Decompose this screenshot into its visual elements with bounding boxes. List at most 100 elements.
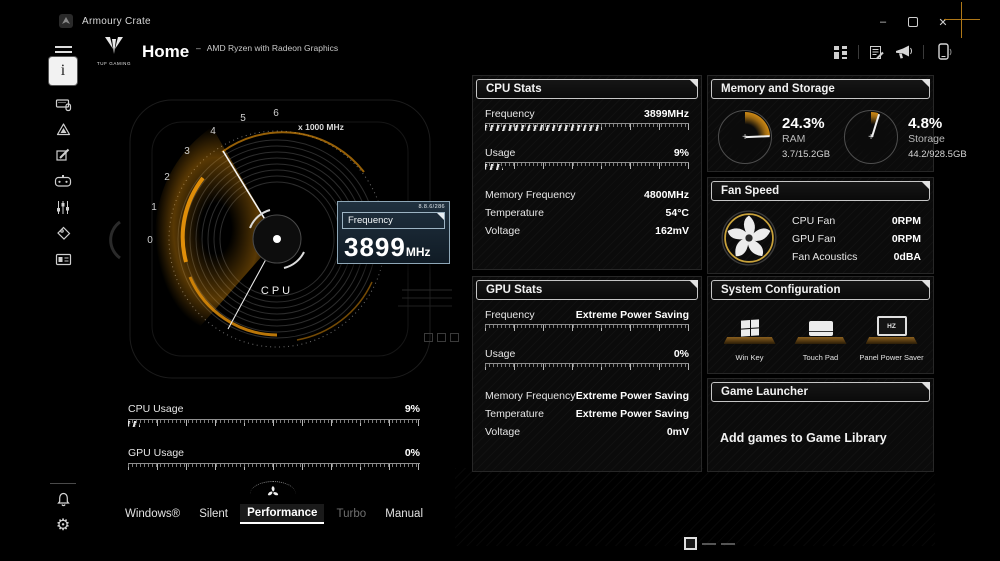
device-name: AMD Ryzen with Radeon Graphics (206, 43, 339, 53)
touch-pad-toggle[interactable]: Touch Pad (785, 310, 856, 362)
tab-windows[interactable]: Windows® (125, 508, 181, 520)
stat-label: Frequency (485, 108, 535, 120)
header-actions (832, 42, 953, 62)
minimize-button[interactable]: – (868, 13, 898, 31)
notifications-button[interactable] (48, 486, 78, 512)
gauge-unit-label: x 1000 MHz (298, 122, 344, 132)
stat-value: 54°C (665, 207, 689, 219)
win-key-label: Win Key (735, 353, 764, 362)
stat-label: Memory Frequency (485, 189, 576, 201)
stat-value: 9% (673, 147, 689, 159)
sidebar-item-home[interactable]: i (48, 57, 78, 85)
gpu-usage-panel-meter (485, 363, 689, 373)
tooltip-code: 8.8.6/286 (418, 204, 445, 210)
sidebar-item-deals[interactable] (48, 220, 78, 246)
stat-label: Voltage (485, 225, 521, 237)
app-title: Armoury Crate (82, 15, 151, 27)
tab-performance[interactable]: Performance (240, 504, 325, 524)
svg-text:2: 2 (164, 172, 170, 183)
info-icon: i (49, 57, 77, 85)
tab-turbo[interactable]: Turbo (336, 508, 367, 520)
bottom-slider-decoration[interactable] (684, 537, 735, 550)
ram-gauge: + (718, 110, 772, 164)
stat-value: 0mV (666, 426, 689, 438)
info-glyph: i (60, 62, 66, 79)
storage-label: Storage (908, 132, 945, 145)
bell-icon (56, 492, 70, 506)
megaphone-icon[interactable] (894, 44, 914, 61)
gpu-stats-header[interactable]: GPU Stats (476, 280, 698, 300)
pedestal-decoration (723, 337, 776, 344)
cpu-stats-panel: CPU Stats Frequency 3899MHz Usage 9% Memor… (472, 75, 702, 270)
news-icon[interactable] (868, 44, 885, 61)
sidebar-item-user-center[interactable] (48, 246, 78, 272)
tuf-brand-label: TUF GAMING (96, 61, 132, 66)
stat-value: 0dBA (893, 251, 921, 263)
svg-text:0: 0 (147, 235, 153, 246)
mobile-link-icon[interactable] (933, 42, 953, 62)
stat-value: 0RPM (891, 233, 921, 245)
fan-speed-header[interactable]: Fan Speed (711, 181, 930, 201)
win-key-toggle[interactable]: Win Key (714, 310, 785, 362)
stat-label: CPU Fan (792, 215, 836, 227)
cpu-usage-value: 9% (404, 403, 420, 415)
app-logo-icon (59, 14, 73, 28)
stat-label: Usage (485, 348, 516, 360)
stat-value: 0RPM (891, 215, 921, 227)
feature-grid-icon[interactable] (832, 44, 849, 61)
storage-gauge: + (844, 110, 899, 164)
stat-label: Frequency (485, 309, 535, 321)
storage-percent: 4.8% (908, 114, 943, 132)
system-configuration-panel: System Configuration Win Key Touch Pad H… (707, 276, 934, 374)
settings-button[interactable]: ⚙ (48, 512, 78, 538)
monitor-hz-icon: HZ (876, 316, 907, 336)
device-subtitle-row: – AMD Ryzen with Radeon Graphics (196, 43, 338, 53)
gpu-stats-panel: GPU Stats Frequency Extreme Power Saving … (472, 276, 702, 472)
svg-text:1: 1 (151, 202, 157, 213)
ram-detail: 3.7/15.2GB (782, 148, 831, 160)
cpu-stats-header[interactable]: CPU Stats (476, 79, 698, 99)
sidebar-item-macro[interactable] (48, 142, 78, 168)
close-button[interactable]: ✕ (928, 13, 958, 31)
memory-storage-header[interactable]: Memory and Storage (711, 79, 930, 99)
sidebar-item-game-library[interactable] (48, 168, 78, 194)
sidebar-item-devices[interactable] (48, 90, 78, 116)
ram-percent: 24.3% (782, 114, 825, 132)
storage-gauge-group: + 4.8% Storage 44.2/928.5GB (844, 110, 967, 164)
panel-power-saver-label: Panel Power Saver (859, 353, 924, 362)
sidebar-divider (50, 483, 76, 484)
game-launcher-empty-text: Add games to Game Library (720, 431, 887, 445)
sidebar-item-aura-sync[interactable] (48, 116, 78, 142)
stat-value: Extreme Power Saving (575, 390, 689, 402)
svg-text:5: 5 (240, 113, 246, 124)
touchpad-icon (808, 321, 833, 336)
restore-button[interactable] (898, 13, 928, 31)
gear-icon: ⚙ (55, 517, 71, 534)
svg-text:4: 4 (210, 126, 216, 137)
game-launcher-header[interactable]: Game Launcher (711, 382, 930, 402)
system-configuration-header[interactable]: System Configuration (711, 280, 930, 300)
svg-text:3: 3 (184, 146, 190, 157)
tab-silent[interactable]: Silent (199, 508, 229, 520)
storage-detail: 44.2/928.5GB (908, 148, 967, 160)
tab-manual[interactable]: Manual (385, 508, 423, 520)
stat-value: 162mV (655, 225, 689, 237)
gauge-center-label: CPU (261, 285, 293, 297)
cpu-usage-label: CPU Usage (128, 403, 184, 415)
window-controls: – ✕ (868, 13, 958, 31)
dotted-arc-decoration (250, 481, 296, 494)
gpu-usage-meter (128, 463, 420, 473)
stat-label: Memory Frequency (485, 390, 576, 402)
stat-value: 0% (673, 348, 689, 360)
gpu-usage-label: GPU Usage (128, 447, 185, 459)
sidebar-item-scenario-profiles[interactable] (48, 194, 78, 220)
stat-label: Fan Acoustics (792, 251, 858, 263)
crosshair-decoration (944, 2, 980, 38)
svg-text:6: 6 (273, 108, 279, 119)
frequency-tooltip: 8.8.6/286 Frequency 3899MHz (337, 201, 450, 264)
panel-power-saver-toggle[interactable]: HZ Panel Power Saver (856, 310, 927, 362)
pedestal-decoration (865, 337, 918, 344)
diagonal-texture-decoration (455, 468, 935, 546)
pedestal-decoration (794, 337, 847, 344)
